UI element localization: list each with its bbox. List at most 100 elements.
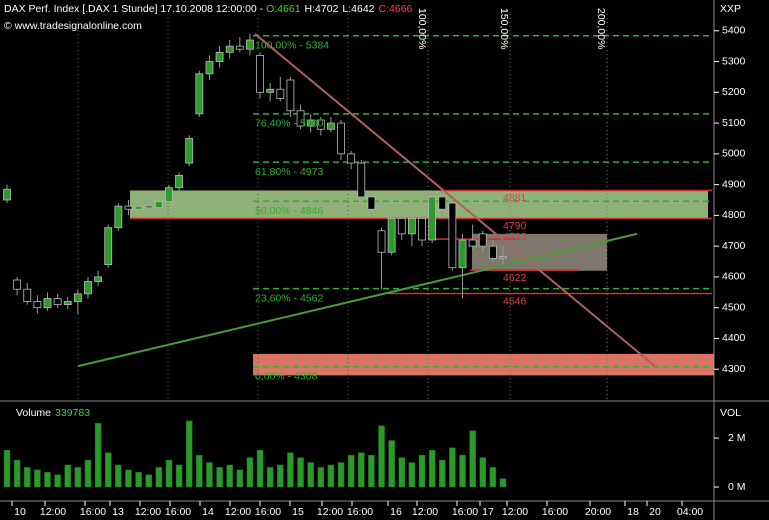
candle-body [144,205,153,209]
x-tick-label: 12:00 [502,506,528,518]
price-axis-label: XXP [720,3,741,15]
candle-body [124,205,133,210]
volume-last: 339783 [55,407,90,419]
x-tick-label: 10 [14,506,26,518]
header-instrument: DAX Perf. Index [.DAX 1 Stunde] 17.10.20… [4,3,266,15]
volume-bar [266,467,274,488]
volume-bar [317,467,325,488]
candle-body [205,61,214,75]
red-level-label: 4790 [503,220,527,232]
candle-body [428,196,437,241]
volume-bar [185,420,193,488]
volume-bar [459,454,466,488]
extension-label: 100,00% [416,8,428,49]
fib-label: 100,00% - 5384 [255,39,329,51]
y-tick-label: 5300 [722,55,746,67]
candle-body [367,196,376,210]
volume-bar [175,464,183,488]
volume-bar [418,454,426,488]
volume-bar [428,450,436,488]
candle-body [256,54,264,93]
y-tick-label: 5200 [722,86,746,98]
x-tick-label: 16:00 [165,506,191,518]
marks [3,33,507,488]
candle-body [327,122,335,130]
volume-bar [64,464,71,488]
candle-body [43,298,52,309]
x-tick-label: 12:00 [135,506,161,518]
candle-body [154,201,163,209]
y-tick-label: 4700 [722,240,746,252]
volume-bar [368,454,375,488]
x-tick-label: 04:00 [677,506,703,518]
volume-axis-label: VOL [720,407,741,419]
fib-label: 50,00% - 4846 [255,205,323,217]
volume-bar [13,459,21,488]
candle-body [266,88,275,93]
volume-bar [94,423,102,488]
x-tick-label: 15 [292,506,304,518]
volume-bar [155,467,163,488]
y-tick-label: 4800 [722,209,746,221]
volume-bar [84,459,92,488]
candle-body [53,298,62,306]
x-tick-label: 12:00 [317,506,343,518]
candle-body [84,281,92,295]
fib-label: 76,40% - 5130 [255,118,323,130]
x-tick-label: 12:00 [40,506,66,518]
volume-bar [23,467,31,488]
volume-bar [307,462,314,488]
y-tick-label: 4500 [722,301,746,313]
x-tick-label: 14 [202,506,214,518]
x-tick-label: 20 [649,506,661,518]
texts: DAX Perf. Index [.DAX 1 Stunde] 17.10.20… [4,3,746,518]
x-tick-label: 17 [482,506,494,518]
volume-bar [297,457,304,488]
x-tick-label: 18 [627,506,639,518]
fib-label: 23,60% - 4562 [255,292,323,304]
red-level-label: 4881 [503,192,527,204]
candle-body [448,202,457,269]
y-tick-label: 4400 [722,332,746,344]
header: DAX Perf. Index [.DAX 1 Stunde] 17.10.20… [4,3,413,15]
candle-body [3,188,11,201]
fib-label: 61,80% - 4973 [255,166,323,178]
candle-body [63,301,72,306]
candle-body [347,153,356,164]
candle-body [165,187,173,202]
x-tick-label: 12:00 [225,506,251,518]
y-tick-label: 5000 [722,148,746,160]
y-tick-label: 4900 [722,178,746,190]
volume-title-text: Volume [16,407,51,419]
candle-body [114,205,123,229]
candle-body [185,138,194,164]
volume-title: Volume 339783 [16,407,90,419]
volume-bar [145,474,152,488]
y-tick-label: 5100 [722,117,746,129]
volume-bar [206,462,213,488]
candle-body [488,245,497,259]
volume-bar [236,469,244,488]
x-tick-label: 13 [112,506,124,518]
volume-bar [499,478,507,488]
trendline [77,232,638,368]
candle-body [276,88,285,99]
candle-body [134,205,143,210]
candle-body [397,218,406,235]
volume-bar [469,430,476,488]
volume-bar [44,472,51,488]
volume-bar [54,474,61,488]
volume-bar [256,450,264,488]
volume-tick-label: 2 M [728,432,746,444]
candle-body [246,39,254,50]
candle-body [357,162,366,198]
volume-tick-label: 0 M [728,481,746,493]
header-high: H:4702 [305,3,339,15]
volume-bar [125,469,132,488]
volume-bar [439,459,446,488]
x-tick-label: 16:00 [452,506,478,518]
zone [130,190,708,219]
extension-label: 150,00% [498,8,510,49]
red-level-label: 4546 [503,295,527,307]
